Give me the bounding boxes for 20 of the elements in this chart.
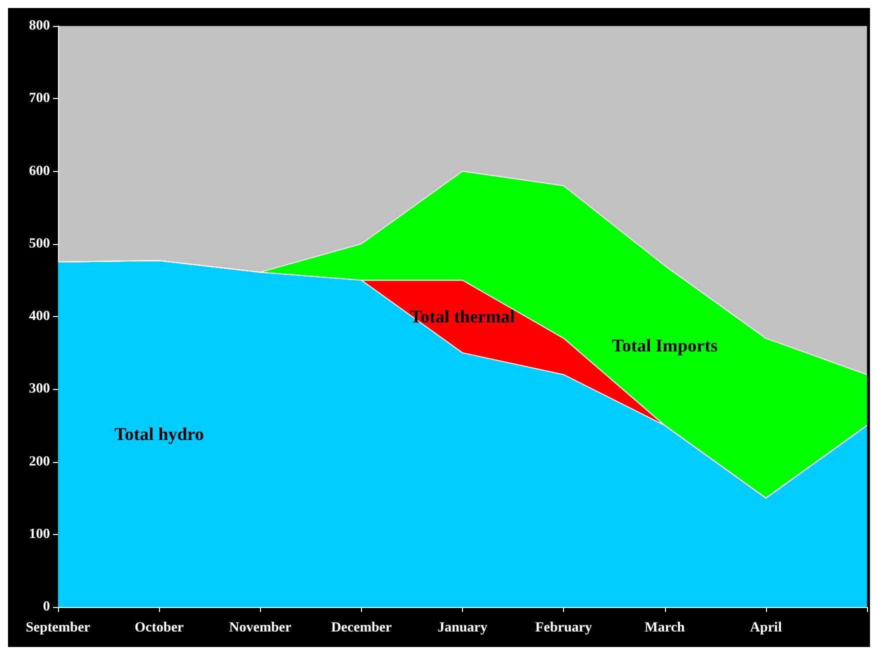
series-label: Total Imports — [612, 336, 718, 356]
series-label: Total hydro — [114, 424, 204, 444]
y-tick-label: 500 — [29, 236, 50, 252]
x-tick-label: March — [644, 620, 686, 636]
x-tick-label: November — [229, 620, 292, 636]
y-tick-label: 600 — [29, 164, 50, 179]
y-tick-label: 300 — [29, 382, 50, 397]
y-tick-label: 400 — [29, 309, 50, 324]
x-tick-label: April — [750, 620, 782, 636]
y-tick-label: 100 — [29, 526, 50, 542]
x-tick-label: December — [331, 620, 392, 636]
x-tick-label: September — [26, 620, 90, 636]
x-tick-label: February — [535, 620, 592, 636]
y-tick-label: 0 — [43, 600, 50, 614]
x-tick-label: October — [134, 620, 184, 636]
y-tick-label: 200 — [29, 454, 50, 470]
y-tick-label: 800 — [29, 18, 50, 34]
x-tick-label: January — [438, 620, 488, 636]
y-tick-label: 700 — [29, 91, 50, 106]
series-label: Total thermal — [410, 306, 515, 326]
